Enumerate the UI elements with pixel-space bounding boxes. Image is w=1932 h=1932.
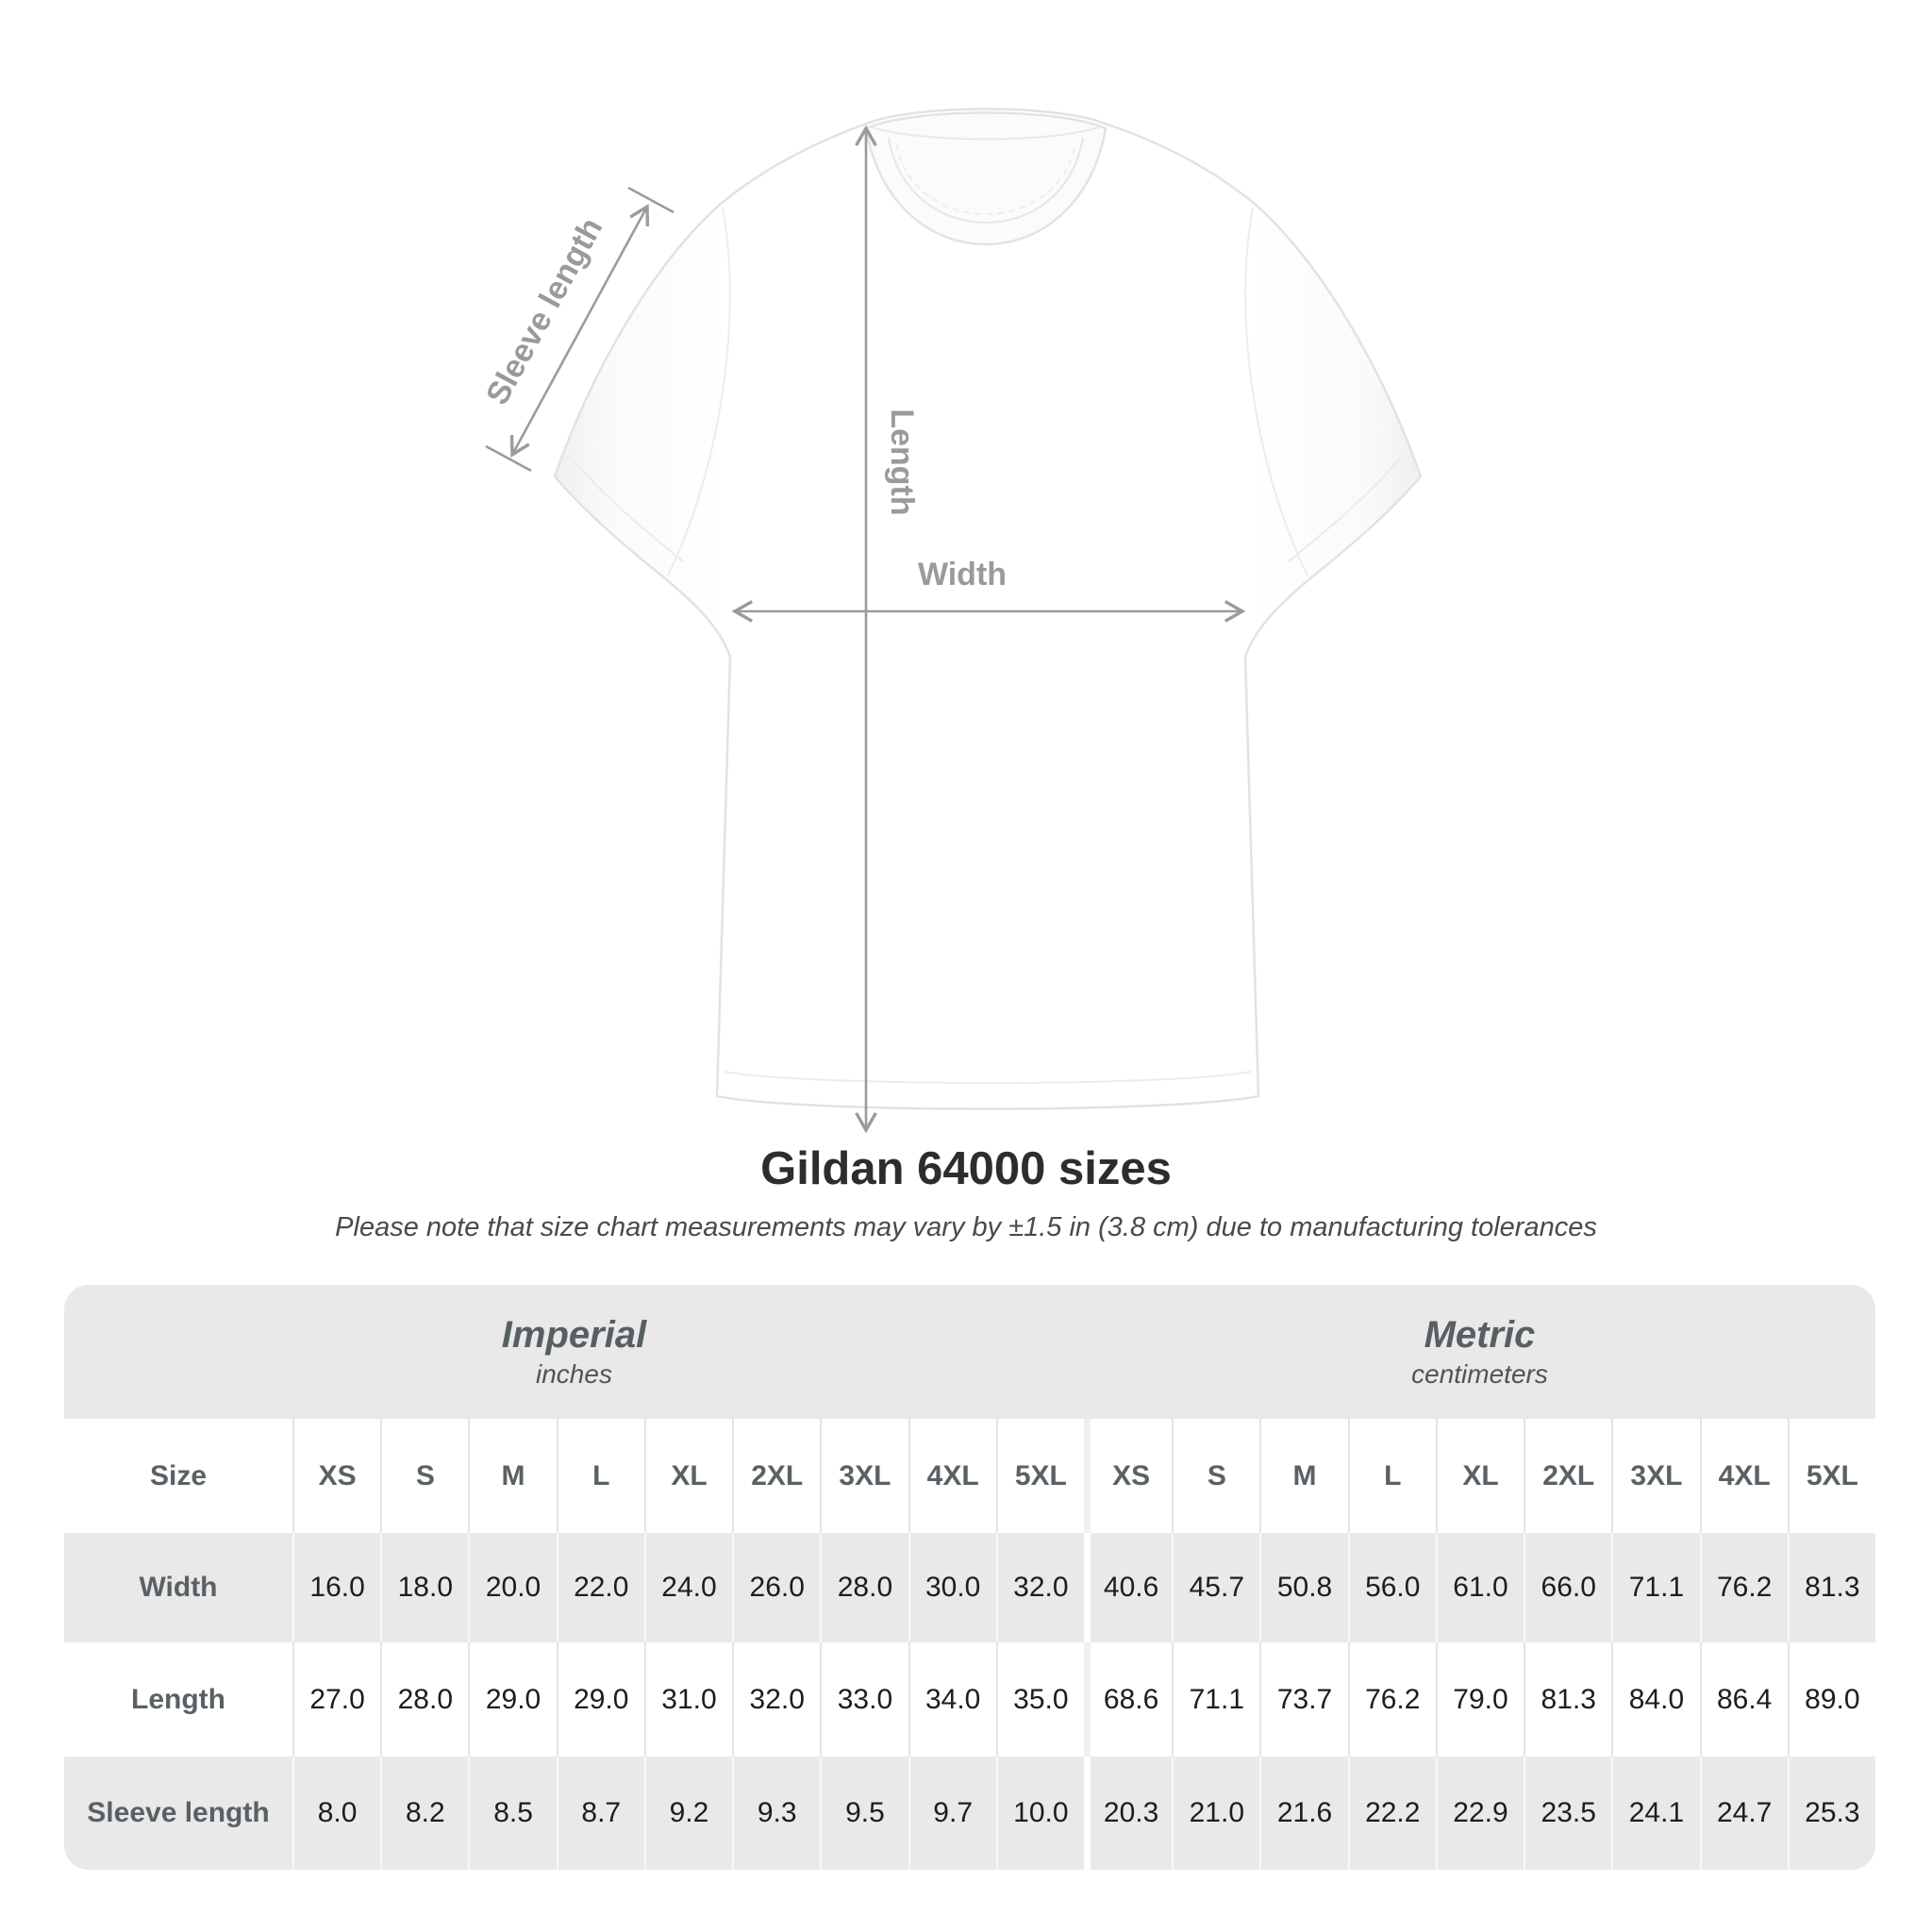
table-cell: 35.0 bbox=[995, 1642, 1084, 1757]
measure-row-label: Sleeve length bbox=[64, 1757, 292, 1870]
table-cell: 8.7 bbox=[556, 1757, 644, 1870]
table-cell: 71.1 bbox=[1611, 1533, 1700, 1642]
table-cell: 81.3 bbox=[1787, 1533, 1875, 1642]
size-column-header: Size bbox=[64, 1419, 292, 1533]
table-cell: 76.2 bbox=[1347, 1642, 1436, 1757]
table-cell: 73.7 bbox=[1259, 1642, 1348, 1757]
table-cell: 79.0 bbox=[1435, 1642, 1524, 1757]
table-cell: 29.0 bbox=[468, 1642, 557, 1757]
table-cell: 21.0 bbox=[1172, 1757, 1260, 1870]
size-table: Imperial inches Metric centimeters Size X… bbox=[64, 1285, 1875, 1870]
size-col-header: 2XL bbox=[732, 1419, 821, 1533]
table-cell: 24.7 bbox=[1699, 1757, 1788, 1870]
measure-row-label: Width bbox=[64, 1533, 292, 1642]
page-subtitle: Please note that size chart measurements… bbox=[335, 1212, 1597, 1242]
table-cell: 76.2 bbox=[1699, 1533, 1788, 1642]
tshirt-illustration bbox=[553, 108, 1423, 1110]
table-cell: 50.8 bbox=[1259, 1533, 1348, 1642]
metric-title: Metric bbox=[1424, 1314, 1536, 1356]
table-cell: 30.0 bbox=[908, 1533, 996, 1642]
table-cell: 71.1 bbox=[1172, 1642, 1260, 1757]
table-cell: 84.0 bbox=[1611, 1642, 1700, 1757]
size-col-header: 4XL bbox=[908, 1419, 996, 1533]
table-cell: 28.0 bbox=[380, 1642, 469, 1757]
table-cell: 27.0 bbox=[292, 1642, 381, 1757]
sleeve-length-arrow bbox=[509, 204, 650, 458]
table-cell: 56.0 bbox=[1347, 1533, 1436, 1642]
size-col-header: 5XL bbox=[995, 1419, 1084, 1533]
table-cell: 20.3 bbox=[1083, 1757, 1173, 1870]
table-cell: 21.6 bbox=[1259, 1757, 1348, 1870]
table-cell: 8.0 bbox=[292, 1757, 381, 1870]
imperial-header-group: Imperial inches bbox=[64, 1285, 1084, 1419]
table-cell: 33.0 bbox=[820, 1642, 908, 1757]
table-cell: 22.9 bbox=[1435, 1757, 1524, 1870]
table-cell: 81.3 bbox=[1524, 1642, 1612, 1757]
table-cell: 31.0 bbox=[643, 1642, 733, 1757]
table-cell: 8.2 bbox=[380, 1757, 469, 1870]
page-title: Gildan 64000 sizes bbox=[760, 1143, 1172, 1194]
table-cell: 40.6 bbox=[1083, 1533, 1173, 1642]
table-cell: 20.0 bbox=[468, 1533, 557, 1642]
sleeve-arrow-end-tick bbox=[627, 186, 675, 214]
table-cell: 9.7 bbox=[908, 1757, 996, 1870]
table-cell: 32.0 bbox=[732, 1642, 821, 1757]
imperial-title: Imperial bbox=[501, 1314, 647, 1356]
size-col-header: XS bbox=[292, 1419, 381, 1533]
size-col-header: S bbox=[1172, 1419, 1260, 1533]
size-col-header: L bbox=[1347, 1419, 1436, 1533]
table-cell: 9.2 bbox=[643, 1757, 733, 1870]
table-cell: 34.0 bbox=[908, 1642, 996, 1757]
table-cell: 18.0 bbox=[380, 1533, 469, 1642]
size-col-header: S bbox=[380, 1419, 469, 1533]
size-col-header: 4XL bbox=[1699, 1419, 1788, 1533]
table-cell: 22.0 bbox=[556, 1533, 644, 1642]
size-col-header: XL bbox=[643, 1419, 733, 1533]
tshirt-measurement-diagram: Sleeve length Length Width bbox=[479, 108, 1423, 1134]
table-cell: 28.0 bbox=[820, 1533, 908, 1642]
metric-header-group: Metric centimeters bbox=[1083, 1285, 1875, 1419]
table-cell: 61.0 bbox=[1435, 1533, 1524, 1642]
table-cell: 29.0 bbox=[556, 1642, 644, 1757]
table-cell: 9.3 bbox=[732, 1757, 821, 1870]
table-cell: 89.0 bbox=[1787, 1642, 1875, 1757]
table-cell: 86.4 bbox=[1699, 1642, 1788, 1757]
width-label: Width bbox=[918, 557, 1007, 592]
size-col-header: 5XL bbox=[1787, 1419, 1875, 1533]
metric-unit: centimeters bbox=[1411, 1359, 1548, 1389]
size-col-header: XL bbox=[1435, 1419, 1524, 1533]
measure-row-label: Length bbox=[64, 1642, 292, 1757]
size-col-header: 2XL bbox=[1524, 1419, 1612, 1533]
table-cell: 10.0 bbox=[995, 1757, 1084, 1870]
size-col-header: M bbox=[468, 1419, 557, 1533]
size-col-header: 3XL bbox=[1611, 1419, 1700, 1533]
table-cell: 22.2 bbox=[1347, 1757, 1436, 1870]
size-col-header: 3XL bbox=[820, 1419, 908, 1533]
size-col-header: L bbox=[556, 1419, 644, 1533]
sleeve-arrow-start-tick bbox=[485, 444, 532, 473]
imperial-unit: inches bbox=[536, 1359, 612, 1389]
table-cell: 66.0 bbox=[1524, 1533, 1612, 1642]
table-cell: 45.7 bbox=[1172, 1533, 1260, 1642]
table-cell: 26.0 bbox=[732, 1533, 821, 1642]
table-cell: 23.5 bbox=[1524, 1757, 1612, 1870]
table-cell: 68.6 bbox=[1083, 1642, 1173, 1757]
table-cell: 8.5 bbox=[468, 1757, 557, 1870]
table-cell: 25.3 bbox=[1787, 1757, 1875, 1870]
table-cell: 24.0 bbox=[643, 1533, 733, 1642]
table-cell: 32.0 bbox=[995, 1533, 1084, 1642]
table-cell: 16.0 bbox=[292, 1533, 381, 1642]
size-col-header: M bbox=[1259, 1419, 1348, 1533]
table-cell: 9.5 bbox=[820, 1757, 908, 1870]
size-col-header: XS bbox=[1083, 1419, 1173, 1533]
table-cell: 24.1 bbox=[1611, 1757, 1700, 1870]
length-label: Length bbox=[884, 408, 920, 515]
